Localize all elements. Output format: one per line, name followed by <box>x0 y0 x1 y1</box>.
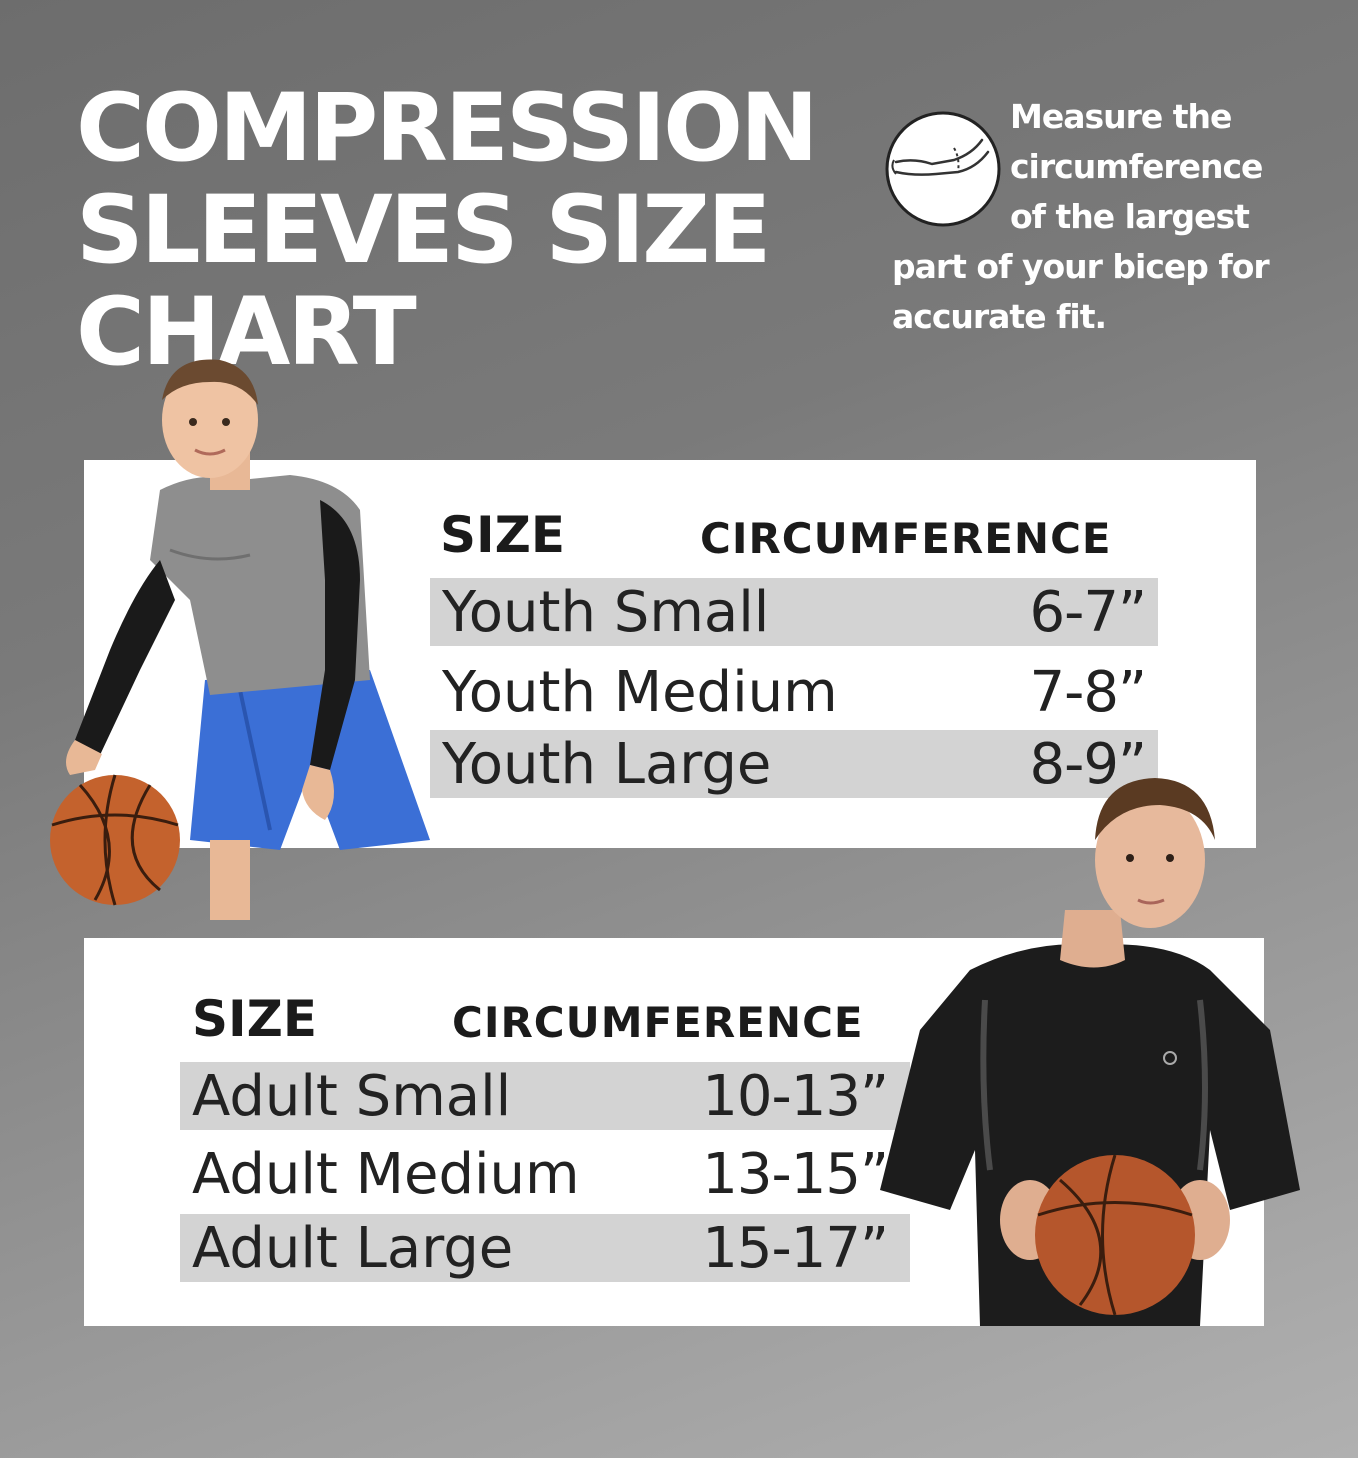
adult-circumference-header: CIRCUMFERENCE <box>452 998 864 1047</box>
boy-basketball-photo <box>50 359 430 920</box>
youth-circumference-header: CIRCUMFERENCE <box>700 514 1112 563</box>
measure-line-5: accurate fit. <box>892 297 1107 336</box>
row-circumference: 6-7” <box>1029 579 1147 645</box>
table-row: Adult Medium 13-15” <box>180 1140 910 1208</box>
row-circumference: 7-8” <box>1029 659 1147 725</box>
man-basketball-photo <box>880 778 1300 1326</box>
row-circumference: 15-17” <box>702 1215 889 1281</box>
page-title: COMPRESSION SLEEVES SIZE CHART <box>76 74 819 387</box>
measure-line-3: of the largest <box>1010 197 1250 236</box>
row-size: Youth Small <box>442 579 770 645</box>
table-row: Youth Medium 7-8” <box>430 658 1158 726</box>
row-size: Youth Large <box>442 731 772 797</box>
row-size: Adult Medium <box>192 1141 580 1207</box>
measure-line-1: Measure the <box>1010 97 1232 136</box>
table-row: Adult Small 10-13” <box>180 1062 910 1130</box>
measure-line-2: circumference <box>1010 147 1263 186</box>
arm-measure-icon <box>885 111 1001 227</box>
youth-size-header: SIZE <box>440 506 566 564</box>
title-line-1: COMPRESSION <box>76 74 819 183</box>
row-size: Adult Large <box>192 1215 514 1281</box>
measure-instructions: Measure the circumference of the largest… <box>892 92 1292 342</box>
row-circumference: 10-13” <box>702 1063 889 1129</box>
title-line-2: SLEEVES SIZE <box>76 176 771 285</box>
title-line-3: CHART <box>76 278 417 387</box>
table-row: Youth Large 8-9” <box>430 730 1158 798</box>
table-row: Youth Small 6-7” <box>430 578 1158 646</box>
table-row: Adult Large 15-17” <box>180 1214 910 1282</box>
row-circumference: 13-15” <box>702 1141 889 1207</box>
measure-line-4: part of your bicep for <box>892 247 1270 286</box>
row-size: Youth Medium <box>442 659 838 725</box>
row-size: Adult Small <box>192 1063 512 1129</box>
adult-size-header: SIZE <box>192 990 318 1048</box>
